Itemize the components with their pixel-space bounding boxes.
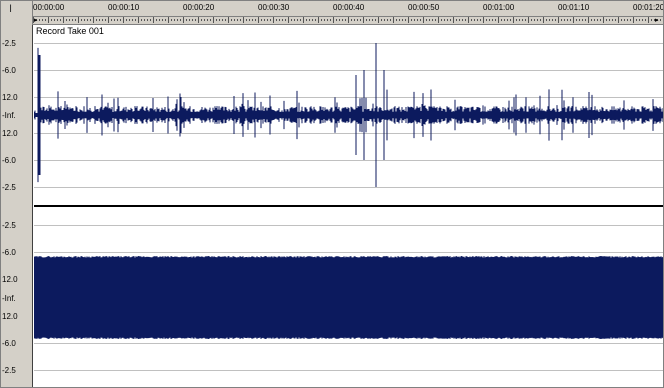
level-gridline [34, 187, 664, 188]
track-divider[interactable] [34, 205, 664, 207]
ruler-time-label: 00:00:10 [108, 3, 140, 12]
level-scale-label: 12.0 [2, 275, 18, 285]
level-scale-label: -6.0 [2, 248, 16, 258]
audio-track-2[interactable] [34, 207, 664, 388]
waveform[interactable] [34, 25, 664, 205]
ruler-time-label: 00:00:50 [408, 3, 440, 12]
waveform[interactable] [34, 207, 664, 388]
start-marker[interactable]: ▸ [34, 17, 38, 24]
level-scale-label: -Inf. [2, 111, 16, 120]
track-name: Record Take 001 [36, 26, 104, 36]
level-gridline [34, 70, 664, 71]
ruler-corner[interactable]: Ι [0, 0, 33, 25]
cursor-i-icon[interactable]: Ι [9, 3, 13, 15]
audio-track-1[interactable]: Record Take 001 [34, 25, 664, 205]
ruler-time-label: 00:00:00 [33, 3, 65, 12]
ruler-timeline[interactable]: 00:00:00 00:00:10 00:00:20 00:00:30 00:00:40… [33, 0, 664, 25]
level-scale-label: -2.5 [2, 183, 16, 192]
level-gridline [34, 160, 664, 161]
level-gridline [34, 43, 664, 44]
ruler-time-label: 00:01:20 [633, 3, 664, 12]
time-ruler[interactable]: Ι 00:00:00 00:00:10 00:00:20 00:00:30 00:00:… [0, 0, 664, 25]
ruler-baseline [33, 16, 664, 17]
level-scale-label: -2.5 [2, 39, 16, 48]
ruler-time-label: 00:00:20 [183, 3, 215, 12]
level-scale-label: 12.0 [2, 129, 18, 138]
level-scale-label: 12.0 [2, 311, 18, 321]
ruler-time-label: 00:00:30 [258, 3, 290, 12]
level-scale-label: -6.0 [2, 156, 16, 165]
level-gridline [34, 252, 664, 254]
level-scale-label: -6.0 [2, 338, 16, 348]
waveform-path [34, 43, 664, 187]
level-gridline [34, 342, 664, 344]
level-gridline [34, 225, 664, 227]
level-scale-label: -Inf. [2, 293, 16, 303]
end-marker[interactable]: ▸ [655, 17, 659, 24]
ruler-time-label: 00:01:10 [558, 3, 590, 12]
level-gridline [34, 369, 664, 371]
waveform-path [34, 256, 664, 339]
level-scale-gutter: -2.5 -6.0 12.0 -Inf. 12.0 -6.0 -2.5 -2.5 -6.0 12.… [0, 25, 33, 388]
ruler-minor-ticks [33, 17, 664, 25]
ruler-time-label: 00:01:00 [483, 3, 515, 12]
level-scale-label: -2.5 [2, 365, 16, 375]
ruler-time-label: 00:00:40 [333, 3, 365, 12]
level-scale-label: -6.0 [2, 66, 16, 75]
level-gridline [34, 133, 664, 134]
level-scale-label: 12.0 [2, 93, 18, 102]
level-gridline [34, 97, 664, 98]
level-scale-label: -2.5 [2, 221, 16, 231]
